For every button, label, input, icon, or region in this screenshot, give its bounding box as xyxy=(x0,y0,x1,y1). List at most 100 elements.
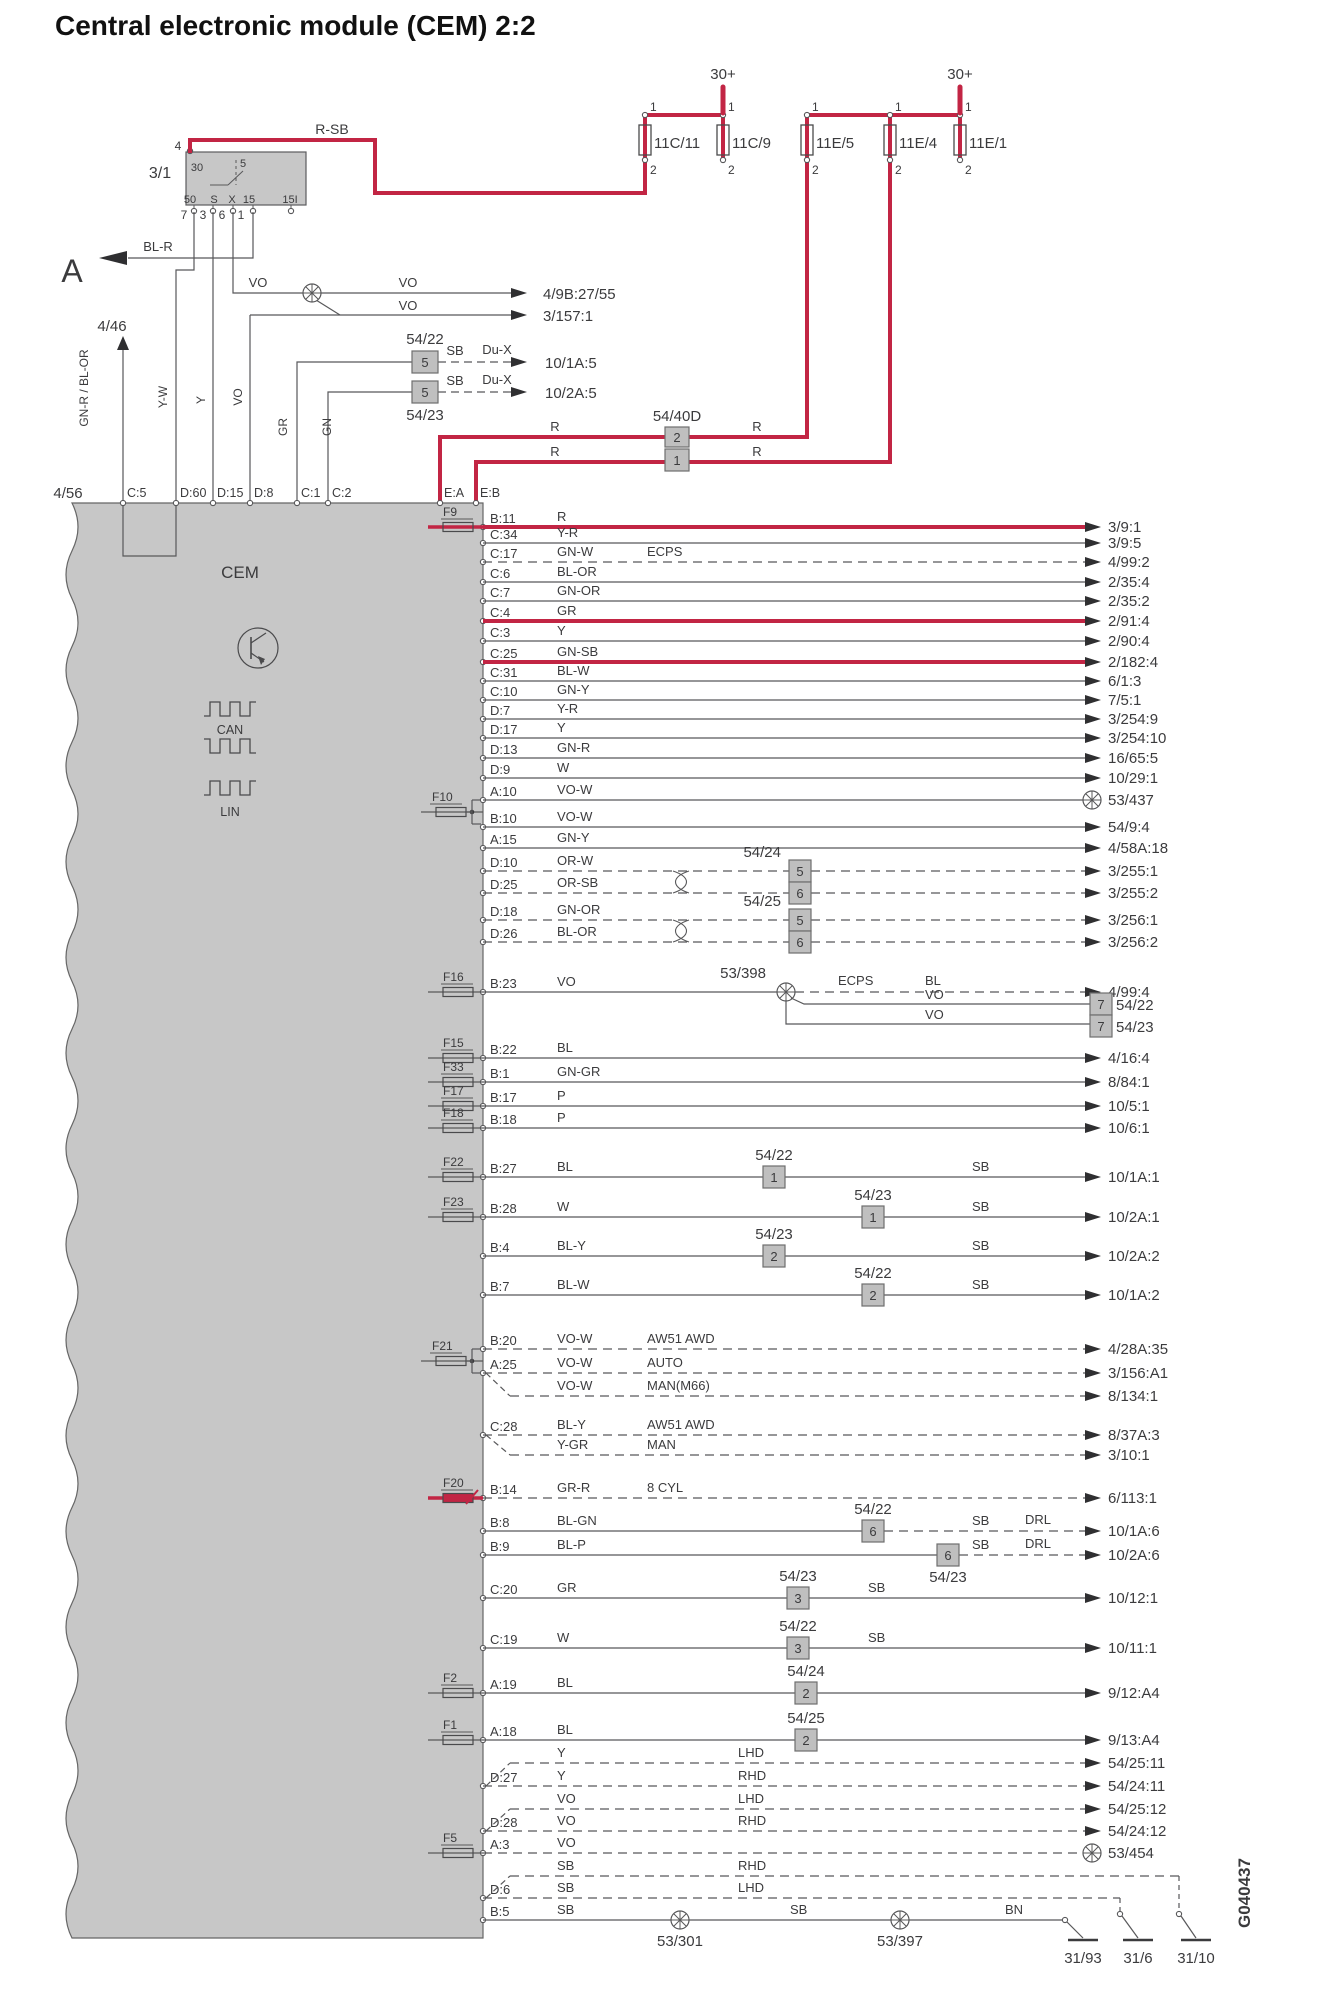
pin-label-A:3: A:3 xyxy=(490,1837,510,1852)
connector-pin1-label: 1 xyxy=(650,100,657,114)
static-label: VO xyxy=(231,388,245,405)
static-label: Y-W xyxy=(156,385,170,408)
junction-box-number: 2 xyxy=(802,1686,809,1701)
splice-spoke xyxy=(893,1919,901,1927)
cem-pin-C:5 xyxy=(119,499,127,507)
connector-pin-2 xyxy=(886,156,894,164)
target-3/9:5: 3/9:5 xyxy=(1108,535,1141,552)
wire-color: GN-SB xyxy=(557,644,598,659)
inline-box-id: 54/23 xyxy=(854,1187,892,1204)
junction-box-number: 3 xyxy=(794,1641,801,1656)
wire-qualifier: AW51 AWD xyxy=(647,1331,715,1346)
transistor-leg xyxy=(250,632,267,644)
target-arrow xyxy=(1085,596,1101,606)
wire-color: Y xyxy=(557,623,566,638)
connector-pin-1 xyxy=(803,111,811,119)
target-arrow xyxy=(1085,1826,1101,1836)
fuse-label-F21: F21 xyxy=(432,1339,453,1353)
pin-label-D:18: D:18 xyxy=(490,904,517,919)
target-arrow xyxy=(1085,1550,1101,1560)
inline-box-id: 54/22 xyxy=(854,1501,892,1518)
static-label: GN-R / BL-OR xyxy=(77,349,91,427)
twisted-pair-icon xyxy=(672,919,688,943)
ground-terminal xyxy=(1175,1910,1183,1918)
group-box-id: 54/24 xyxy=(743,844,781,861)
group-box-id: 54/25 xyxy=(743,893,781,910)
target-10/2A:2: 10/2A:2 xyxy=(1108,1248,1160,1265)
wire-color: BL xyxy=(925,973,941,988)
transistor-arrow xyxy=(258,656,265,665)
wire-color: W xyxy=(557,1630,570,1645)
target-arrow xyxy=(1085,1643,1101,1653)
junction-box-number: 5 xyxy=(421,355,428,370)
junction-box-number: 2 xyxy=(770,1249,777,1264)
drl-label: DRL xyxy=(1025,1536,1051,1551)
pin-label-C:3: C:3 xyxy=(490,625,510,640)
pin-label-B:1: B:1 xyxy=(490,1066,510,1081)
wire-color: VO xyxy=(925,987,944,1002)
target-arrow xyxy=(1085,657,1101,667)
connector-pin-2 xyxy=(956,156,964,164)
target-10/1A:6: 10/1A:6 xyxy=(1108,1523,1160,1540)
target-2/91:4: 2/91:4 xyxy=(1108,613,1150,630)
pin-label-B:4: B:4 xyxy=(490,1240,510,1255)
target-arrow xyxy=(1085,695,1101,705)
connector-id: 11C/9 xyxy=(732,135,771,152)
branch-diagonal xyxy=(485,1372,511,1397)
fuse-label-F18: F18 xyxy=(443,1106,464,1120)
splice-spoke xyxy=(899,1919,907,1927)
branch-diagonal xyxy=(485,1762,511,1787)
relay-inner-pin-label: 50 xyxy=(184,194,196,206)
connector-pin-2 xyxy=(719,156,727,164)
fuse-label-F1: F1 xyxy=(443,1718,457,1732)
wire-color: R xyxy=(557,509,566,524)
target-arrow xyxy=(1085,866,1101,876)
pin-label-A:18: A:18 xyxy=(490,1724,517,1739)
wire-color: VO xyxy=(557,1813,576,1828)
wire-color: SB xyxy=(557,1880,574,1895)
cem-pin-E:B xyxy=(472,499,480,507)
ground-lead xyxy=(1066,1921,1084,1939)
twisted-pair-icon xyxy=(672,870,688,894)
ground-terminal xyxy=(1116,1910,1124,1918)
target-6/113:1: 6/113:1 xyxy=(1108,1490,1157,1507)
pin-label-B:14: B:14 xyxy=(490,1482,517,1497)
splice-id: 53/397 xyxy=(877,1933,923,1950)
wire-color: BL xyxy=(557,1040,573,1055)
sb-label: SB xyxy=(868,1630,885,1645)
cem-pin-C:1 xyxy=(293,499,301,507)
direction-arrow xyxy=(511,310,527,320)
splice-spoke xyxy=(1091,1852,1099,1860)
target-4/28A:35: 4/28A:35 xyxy=(1108,1341,1168,1358)
fuse-label-F9: F9 xyxy=(443,505,457,519)
static-label: R xyxy=(752,444,761,459)
target-arrow xyxy=(1085,676,1101,686)
pin-label-B:9: B:9 xyxy=(490,1539,510,1554)
relay-inner-5: 5 xyxy=(240,158,246,170)
pin-label-D:10: D:10 xyxy=(490,855,517,870)
target-arrow xyxy=(1085,843,1101,853)
connector-pin-2 xyxy=(641,156,649,164)
static-label: GR xyxy=(276,418,290,436)
junction-box-number: 2 xyxy=(869,1288,876,1303)
battery-feed-wire xyxy=(438,160,809,503)
fuse-F1 xyxy=(442,1734,474,1746)
inline-connector-body xyxy=(800,124,814,156)
relay-body xyxy=(185,151,307,206)
connector-id: 11E/4 xyxy=(899,135,937,152)
relay-inner-pin-label: S xyxy=(210,194,217,206)
fuse-F17 xyxy=(442,1100,474,1112)
wire-color: GR xyxy=(557,603,577,618)
relay-outer-pin-label: 7 xyxy=(181,208,188,222)
target-arrow xyxy=(1085,1172,1101,1182)
target-3/256:2: 3/256:2 xyxy=(1108,934,1158,951)
target-arrow xyxy=(1085,1493,1101,1503)
junction-box-id: 54/23 xyxy=(406,407,444,424)
wire-color: Y xyxy=(557,1745,566,1760)
fuse-F33 xyxy=(442,1076,474,1088)
target-10/5:1: 10/5:1 xyxy=(1108,1098,1150,1115)
static-label: R-SB xyxy=(315,121,348,137)
drl-label: DRL xyxy=(1025,1512,1051,1527)
